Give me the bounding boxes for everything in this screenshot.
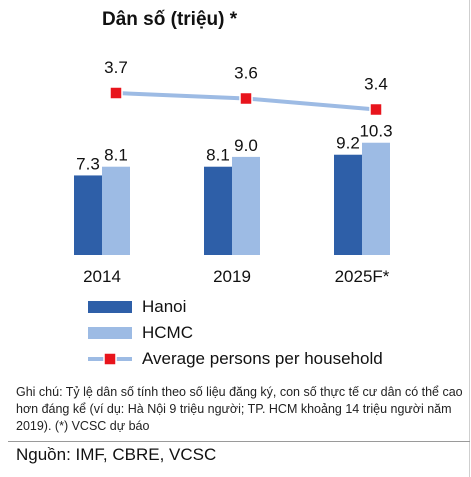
legend-label-hcmc: HCMC (142, 323, 193, 342)
household-marker-2 (369, 102, 383, 117)
data-label-hcmc-0: 8.1 (104, 146, 128, 165)
legend-item-household: Average persons per household (88, 348, 383, 370)
bar-hcmc-2 (362, 142, 390, 255)
data-label-hanoi-0: 7.3 (76, 154, 100, 173)
source-text: Nguồn: IMF, CBRE, VCSC (16, 445, 217, 464)
divider (8, 441, 470, 442)
data-label-hcmc-1: 9.0 (234, 136, 258, 155)
legend-item-hcmc: HCMC (88, 322, 193, 344)
category-label-0: 2014 (83, 267, 121, 286)
legend-item-hanoi: Hanoi (88, 296, 186, 318)
bar-hanoi-1 (204, 166, 232, 255)
legend-swatch-household (88, 352, 132, 366)
data-label-hanoi-1: 8.1 (206, 146, 230, 165)
legend-swatch-hcmc (88, 327, 132, 339)
data-label-hanoi-2: 9.2 (336, 134, 360, 153)
data-label-hcmc-2: 10.3 (359, 122, 392, 141)
bar-hanoi-0 (74, 175, 102, 255)
household-label-1: 3.6 (234, 64, 258, 83)
footnote: Ghi chú: Tỷ lệ dân số tính theo số liệu … (16, 385, 463, 433)
legend-swatch-hanoi (88, 301, 132, 313)
bar-hanoi-2 (334, 154, 362, 255)
category-label-1: 2019 (213, 267, 251, 286)
legend-label-hanoi: Hanoi (142, 297, 187, 316)
chart-title: Dân số (triệu) * (102, 9, 238, 30)
frame-edge (469, 0, 470, 477)
household-marker-0 (109, 86, 123, 100)
household-label-2: 3.4 (364, 75, 388, 94)
bar-hcmc-1 (232, 156, 260, 255)
legend-label-household: Average persons per household (142, 349, 383, 368)
household-label-0: 3.7 (104, 58, 128, 77)
category-label-2: 2025F* (335, 267, 390, 286)
bar-hcmc-0 (102, 166, 130, 255)
household-marker-1 (239, 91, 253, 106)
